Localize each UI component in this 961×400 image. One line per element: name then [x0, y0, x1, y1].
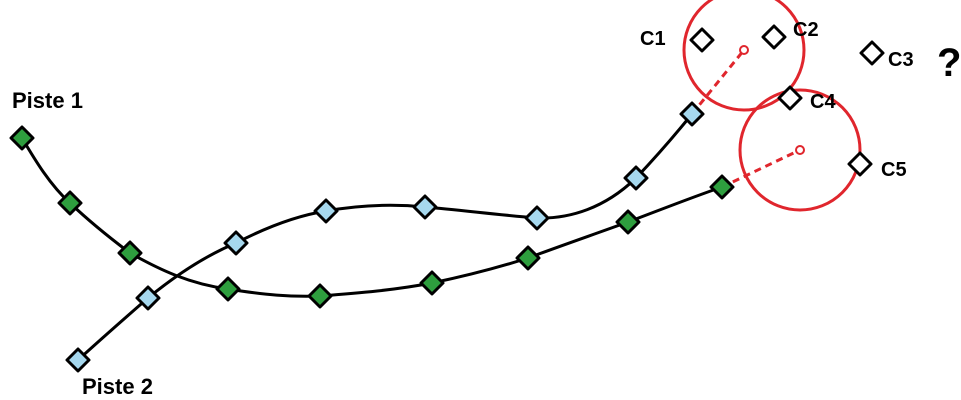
- track-1-marker: [419, 270, 445, 296]
- track-1-marker: [709, 174, 735, 200]
- track-2-marker: [65, 347, 91, 373]
- candidate-label-c4: C4: [810, 91, 836, 113]
- track-2-curve: [76, 113, 694, 362]
- candidate-marker-c5: [847, 151, 873, 177]
- prediction-link-1: [690, 49, 746, 115]
- candidate-label-c1: C1: [640, 28, 666, 50]
- candidate-label-c5: C5: [881, 159, 907, 181]
- track-1-markers: [9, 125, 735, 309]
- candidate-marker-c3: [859, 40, 885, 66]
- prediction-point-2: [795, 145, 805, 155]
- track-1-marker: [117, 240, 143, 266]
- track-2-label: Piste 2: [82, 374, 153, 399]
- track-1-marker: [615, 209, 641, 235]
- candidate-marker-c1: [689, 27, 715, 53]
- candidate-marker-c4: [777, 85, 803, 111]
- candidate-marker-c2: [761, 24, 787, 50]
- track-2-markers: [65, 101, 705, 373]
- prediction-link-2: [721, 148, 801, 189]
- track-1-curve: [20, 137, 723, 298]
- track-2-marker: [623, 165, 649, 191]
- track-2-marker: [412, 194, 438, 220]
- track-1-marker: [57, 190, 83, 216]
- gate-circle-1: [682, 0, 806, 112]
- candidate-label-c3: C3: [888, 49, 914, 71]
- track-2-marker: [313, 198, 339, 224]
- track-1-marker: [215, 276, 241, 302]
- track-2-marker: [135, 285, 161, 311]
- track-1-marker: [307, 283, 333, 309]
- candidate-label-c2: C2: [793, 19, 819, 41]
- track-1-marker: [9, 125, 35, 151]
- candidate-markers: [689, 24, 885, 177]
- question-mark: ?: [937, 41, 961, 85]
- track-1-marker: [515, 245, 541, 271]
- gate-circle-2: [738, 88, 862, 212]
- track-2-marker: [679, 101, 705, 127]
- track-2-marker: [524, 205, 550, 231]
- track-2-marker: [223, 230, 249, 256]
- prediction-point-1: [739, 45, 749, 55]
- track-1-label: Piste 1: [12, 88, 83, 113]
